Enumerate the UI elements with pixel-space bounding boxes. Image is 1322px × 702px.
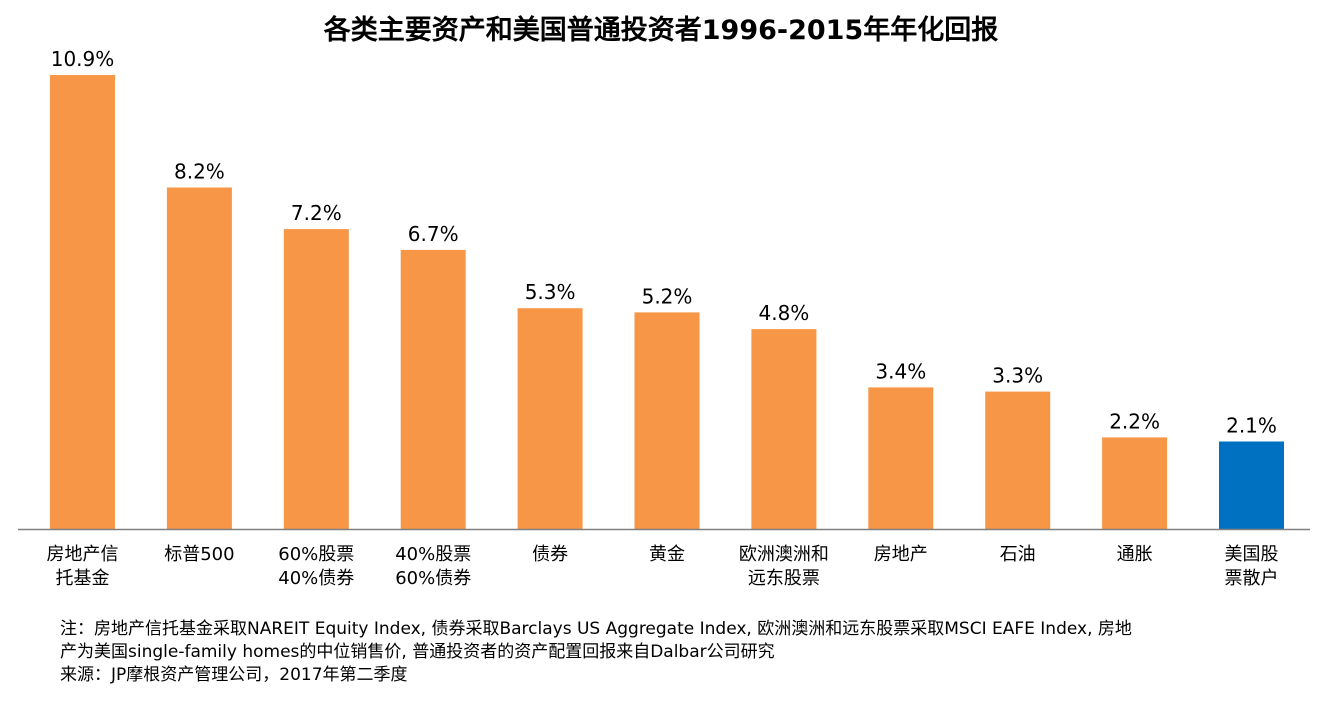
bar <box>868 387 934 529</box>
chart-title: 各类主要资产和美国普通投资者1996-2015年年化回报 <box>323 15 999 46</box>
category-label: 债券 <box>532 544 568 565</box>
bar <box>1219 441 1284 529</box>
data-label: 4.8% <box>758 301 809 325</box>
category-label: 美国股票散户 <box>1225 544 1279 589</box>
data-label: 10.9% <box>51 47 115 71</box>
category-label: 欧洲澳洲和远东股票 <box>739 544 829 589</box>
bar-chart: 10.9% 房地产信托基金 8.2% 标普500 7.2% 60%股票 40%债券 6.7% 4… <box>18 47 1310 589</box>
data-label: 3.4% <box>875 359 926 383</box>
chart-notes: 注：房地产信托基金采取NAREIT Equity Index, 债券采取Barc… <box>60 618 1300 687</box>
bar <box>517 308 583 529</box>
data-label: 8.2% <box>174 160 225 184</box>
data-label: 5.2% <box>642 284 693 308</box>
category-label: 房地产 <box>874 544 928 565</box>
bar <box>283 229 349 529</box>
bar <box>634 312 700 529</box>
bar <box>751 329 817 529</box>
note-line-2: 产为美国single-family homes的中位销售价, 普通投资者的资产配… <box>60 642 775 662</box>
data-label: 2.1% <box>1226 414 1277 438</box>
bar <box>50 75 115 529</box>
category-label: 60%股票 40%债券 <box>278 544 354 589</box>
category-label: 黄金 <box>649 544 685 565</box>
category-label: 石油 <box>1000 544 1036 565</box>
note-line-1: 注：房地产信托基金采取NAREIT Equity Index, 债券采取Barc… <box>60 619 1132 639</box>
bar <box>985 391 1051 529</box>
source-line: 来源：JP摩根资产管理公司，2017年第二季度 <box>60 665 408 685</box>
data-label: 6.7% <box>408 222 459 246</box>
data-label: 5.3% <box>525 280 576 304</box>
bar <box>166 187 232 529</box>
bar <box>400 249 466 529</box>
category-label: 标普500 <box>164 544 234 565</box>
category-label: 40%股票 60%债券 <box>395 544 471 589</box>
category-label: 通胀 <box>1117 544 1153 565</box>
data-label: 2.2% <box>1109 409 1160 433</box>
category-label: 房地产信托基金 <box>47 544 119 589</box>
bar <box>1102 437 1168 529</box>
data-label: 3.3% <box>992 364 1043 388</box>
data-label: 7.2% <box>291 201 342 225</box>
